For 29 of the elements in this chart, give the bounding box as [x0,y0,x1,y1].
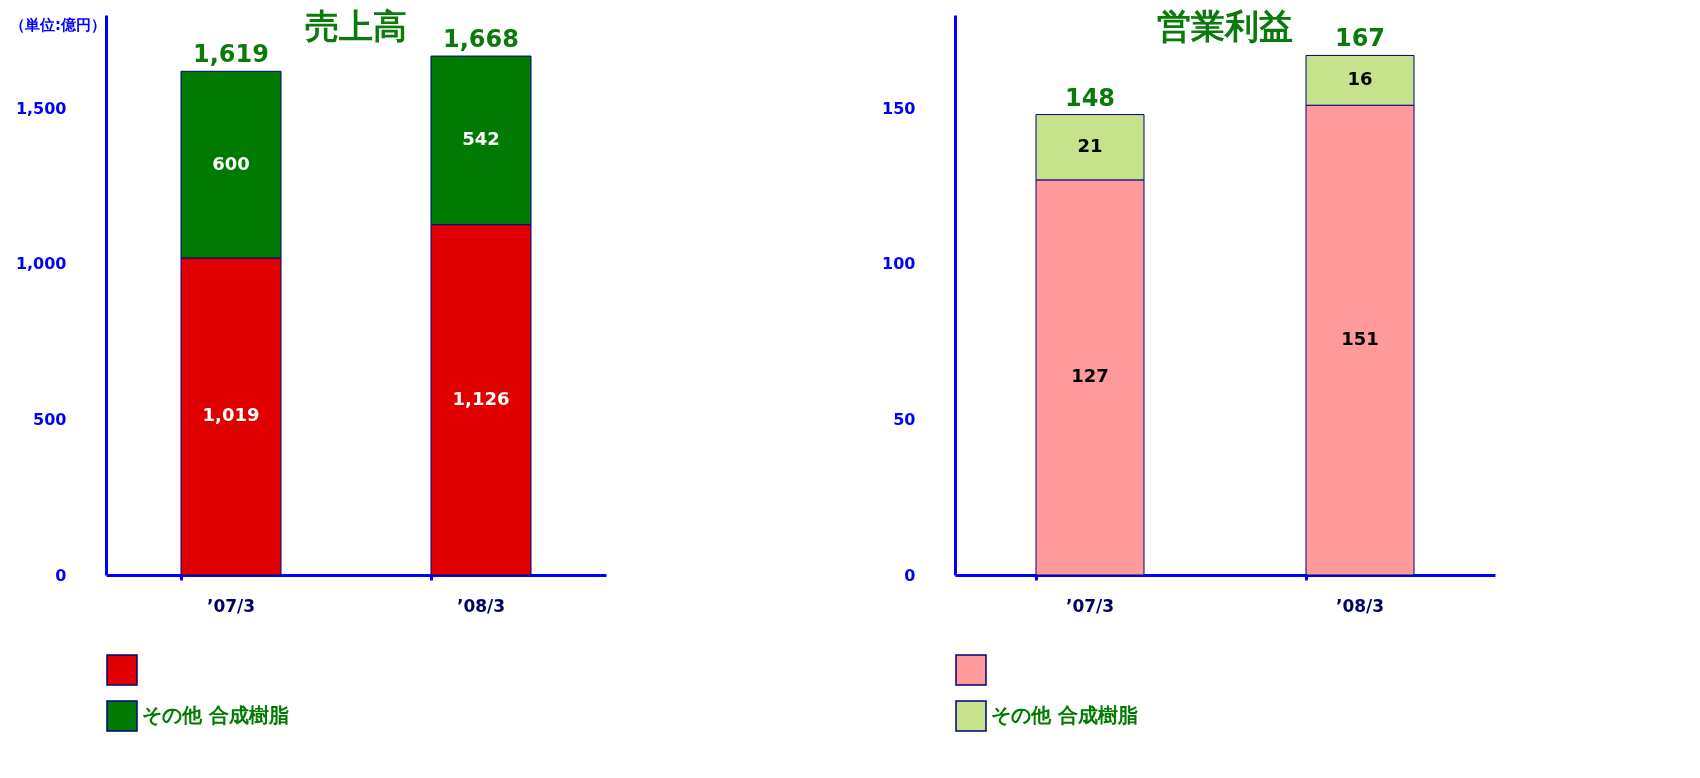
chart-title: 営業利益 [1157,6,1293,46]
total-label: 1,668 [443,25,519,54]
y-tick-label: 1,000 [15,254,67,274]
data-label: 1,019 [202,404,260,426]
data-label: 16 [1347,68,1373,90]
y-tick-label: 0 [55,565,67,585]
data-label: 600 [212,152,250,174]
y-tick-label: 100 [882,254,916,274]
text: （単位:億円） [10,16,106,35]
y-tick-label: 1,500 [15,98,67,118]
y-tick-label: 50 [893,409,916,429]
total-label: 167 [1334,24,1386,53]
data-label: 127 [1071,365,1109,387]
legend-label: その他 合成樹脂 [142,703,289,727]
data-label: 542 [462,128,500,150]
x-tick-label: ’08/3 [456,595,506,616]
y-tick-label: 150 [882,98,916,118]
legend-label: その他 合成樹脂 [991,703,1138,727]
data-label: 1,126 [452,387,510,409]
x-tick-label: ’08/3 [1335,595,1385,616]
data-label: 21 [1077,135,1103,157]
data-label: 151 [1341,328,1379,350]
y-tick-label: 0 [904,565,916,585]
total-label: 1,619 [193,40,269,69]
total-label: 148 [1064,83,1116,112]
x-tick-label: ’07/3 [206,595,256,616]
chart-title: 売上高 [305,6,407,46]
y-tick-label: 500 [33,409,67,429]
x-tick-label: ’07/3 [1065,595,1115,616]
